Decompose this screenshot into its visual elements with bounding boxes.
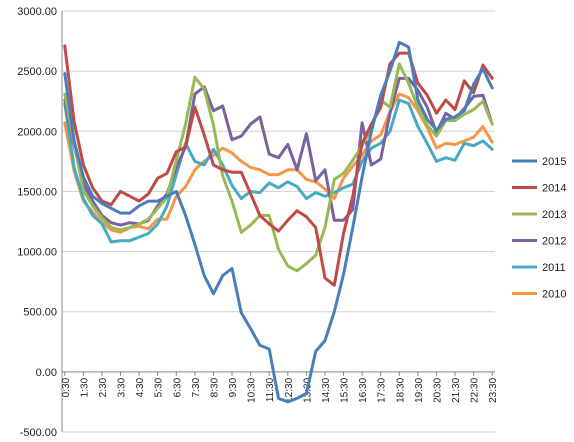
legend-label-2011: 2011 [542, 262, 566, 274]
y-axis-tick-labels: -500.00 0.00 500.00 1000.00 1500.00 2000.00 25… [17, 6, 57, 439]
y-tick-label: 3000.00 [17, 6, 57, 18]
axes [61, 11, 495, 432]
x-tick-label: 15:30 [340, 377, 351, 402]
x-axis-tick-labels: 0:30 1:30 2:30 3:30 4:30 5:30 6:30 7:30 8:30 9:30… [61, 377, 499, 402]
x-tick-label: 12:30 [284, 377, 295, 402]
x-tick-label: 8:30 [209, 377, 220, 397]
x-tick-label: 6:30 [172, 377, 183, 397]
y-tick-label: -500.00 [20, 427, 57, 439]
series-lines [63, 40, 494, 404]
series-line-2011 [63, 98, 494, 244]
x-tick-label: 5:30 [154, 377, 165, 397]
series-line-2010 [63, 92, 494, 234]
y-tick-label: 0.00 [36, 367, 57, 379]
y-tick-label: 500.00 [23, 307, 57, 319]
series-line-2015 [63, 40, 494, 404]
x-tick-label: 20:30 [432, 377, 443, 402]
x-tick-label: 19:30 [414, 377, 425, 402]
x-tick-label: 1:30 [79, 377, 90, 397]
y-tick-label: 2500.00 [17, 66, 57, 78]
x-tick-label: 7:30 [191, 377, 202, 397]
x-tick-label: 16:30 [358, 377, 369, 402]
legend: 2015 2014 2013 2012 2011 2010 [512, 156, 566, 301]
x-tick-label: 2:30 [98, 377, 109, 397]
x-tick-label: 17:30 [377, 377, 388, 402]
y-tick-label: 2000.00 [17, 126, 57, 138]
x-tick-label: 4:30 [135, 377, 146, 397]
y-tick-label: 1000.00 [17, 247, 57, 259]
y-tick-label: 1500.00 [17, 186, 57, 198]
x-tick-label: 18:30 [395, 377, 406, 402]
legend-label-2012: 2012 [542, 236, 566, 248]
x-tick-label: 0:30 [61, 377, 72, 397]
legend-label-2014: 2014 [542, 183, 566, 195]
x-tick-label: 3:30 [117, 377, 128, 397]
x-tick-label: 23:30 [488, 377, 499, 402]
x-tick-label: 22:30 [470, 377, 481, 402]
legend-label-2015: 2015 [542, 156, 566, 168]
x-tick-label: 11:30 [265, 377, 276, 402]
gridlines [62, 10, 495, 433]
x-tick-label: 10:30 [247, 377, 258, 402]
series-line-2014 [63, 44, 494, 287]
x-tick-label: 14:30 [321, 377, 332, 402]
legend-label-2010: 2010 [542, 289, 566, 301]
x-tick-label: 21:30 [451, 377, 462, 402]
series-line-2013 [63, 62, 494, 273]
legend-label-2013: 2013 [542, 209, 566, 221]
x-tick-label: 9:30 [228, 377, 239, 397]
series-line-2012 [63, 76, 494, 227]
